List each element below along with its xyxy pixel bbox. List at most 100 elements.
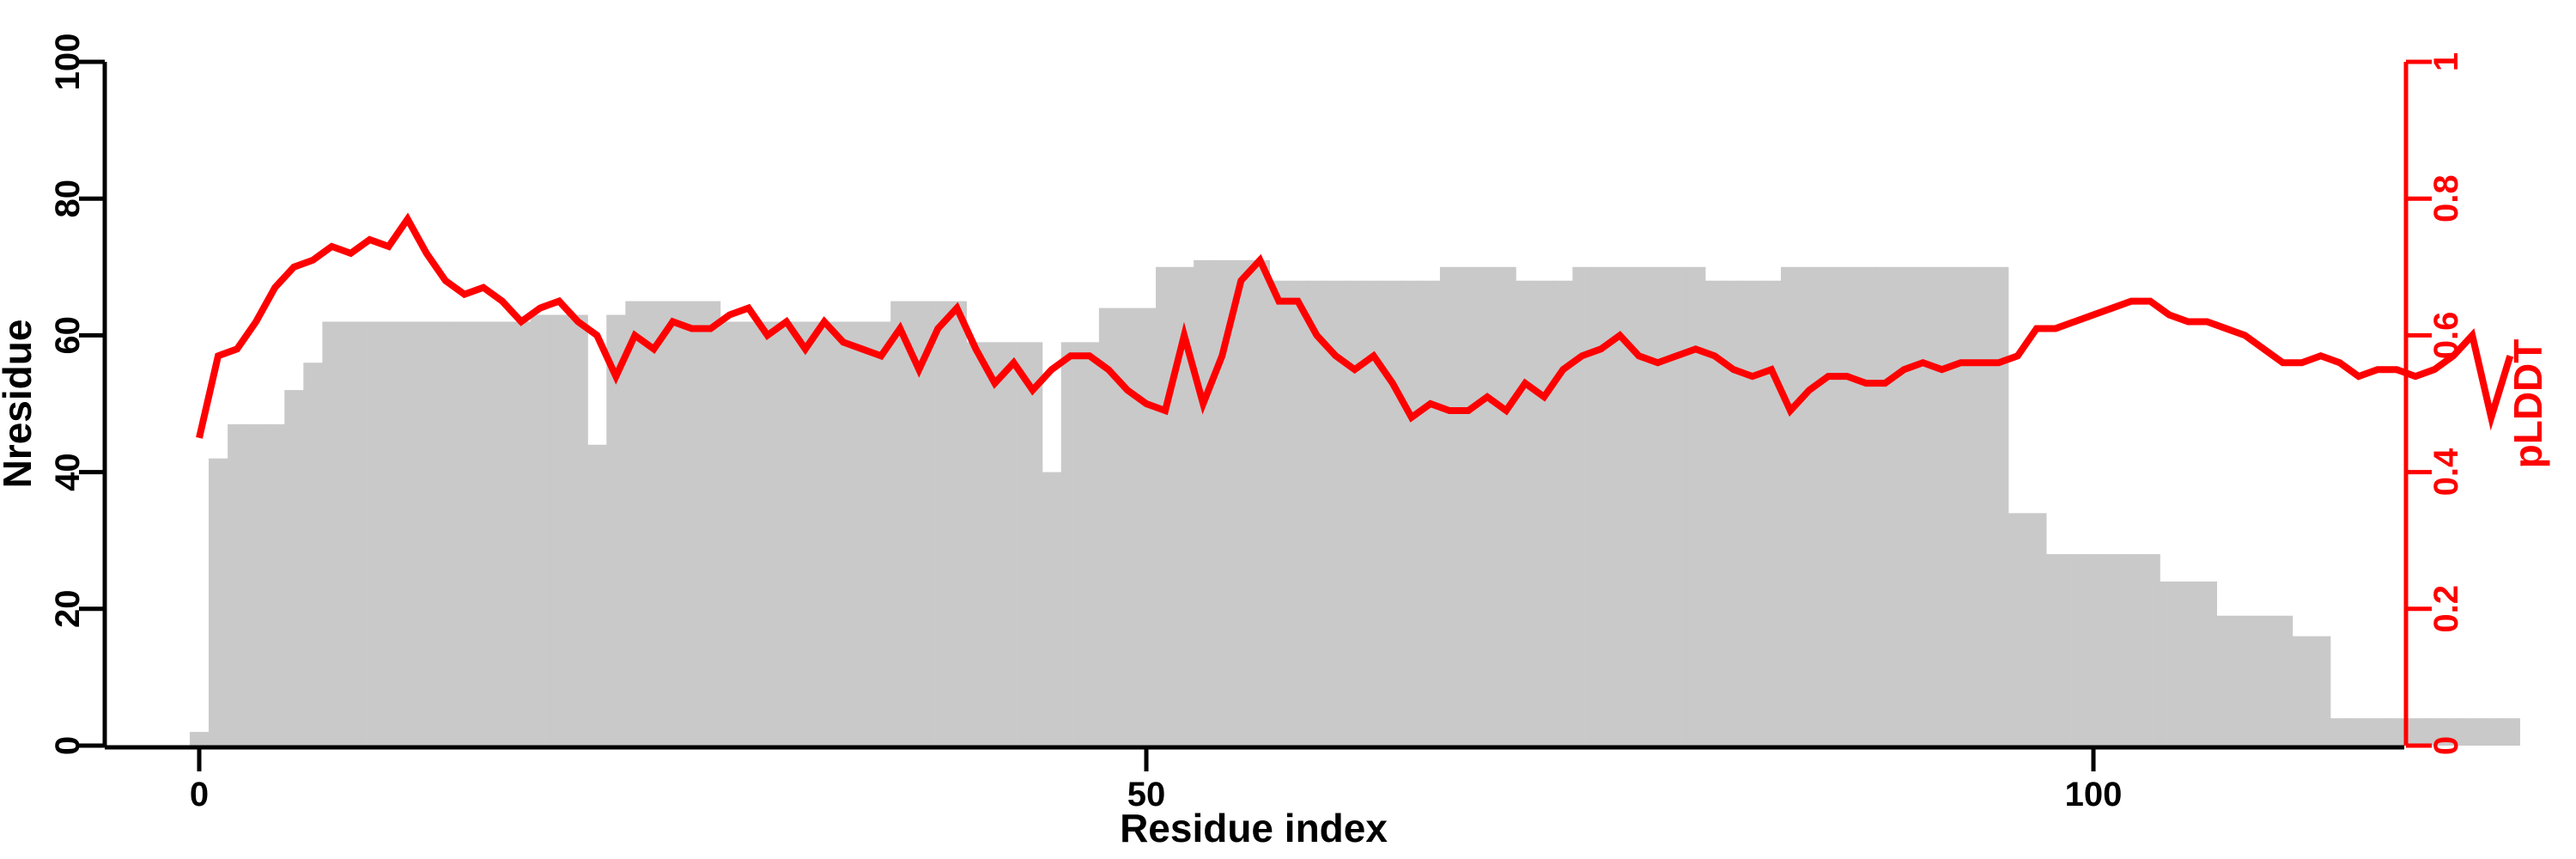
bar <box>2160 581 2179 746</box>
bar <box>1686 266 1706 746</box>
bar <box>1023 342 1043 746</box>
bar <box>2500 718 2520 746</box>
bar <box>2045 554 2066 746</box>
bar <box>2292 636 2312 746</box>
bar <box>1364 280 1384 746</box>
y-tick-label: 80 <box>49 180 87 218</box>
bar <box>1723 280 1744 746</box>
bar <box>1439 266 1460 746</box>
bar <box>341 321 361 746</box>
bar <box>1704 280 1725 746</box>
bar <box>890 301 910 746</box>
y-tick-label: 60 <box>49 316 87 355</box>
bar <box>2254 615 2275 746</box>
bar <box>909 301 929 746</box>
bar <box>1117 308 1138 746</box>
bar <box>606 314 626 746</box>
bar <box>2141 554 2160 746</box>
bar <box>1478 266 1498 746</box>
bar <box>2482 718 2501 746</box>
bar <box>1098 308 1119 746</box>
bar <box>985 342 1005 746</box>
bar <box>1516 280 1535 746</box>
bar <box>1667 266 1687 746</box>
bar <box>1382 280 1403 746</box>
bar <box>2178 581 2198 746</box>
bar <box>2367 718 2388 746</box>
bar <box>2216 615 2237 746</box>
y-tick-label: 100 <box>49 34 87 91</box>
bar <box>1194 259 1213 746</box>
y2-tick-label: 1 <box>2427 52 2465 71</box>
bar <box>1951 266 1971 746</box>
bar <box>795 321 816 746</box>
bar <box>1288 280 1309 746</box>
bar <box>1856 266 1876 746</box>
bar <box>757 321 778 746</box>
bar <box>1401 280 1422 746</box>
nresidue-bars <box>189 259 2520 746</box>
bar <box>853 321 872 746</box>
bar <box>2122 554 2142 746</box>
bar <box>1079 342 1100 746</box>
bar <box>1629 266 1649 746</box>
bar <box>1838 266 1857 746</box>
bar <box>379 321 399 746</box>
bar <box>416 321 437 746</box>
y-tick-label: 0 <box>49 736 87 755</box>
bar <box>928 301 948 746</box>
bar <box>2386 718 2407 746</box>
bar <box>1970 266 1990 746</box>
x-axis-title: Residue index <box>1120 806 1388 850</box>
bar <box>2064 554 2085 746</box>
bar <box>2463 718 2482 746</box>
bar <box>284 390 304 746</box>
bar <box>1231 259 1251 746</box>
bar <box>550 314 569 746</box>
bar <box>189 732 210 746</box>
bar <box>1591 266 1612 746</box>
bar <box>701 301 721 746</box>
bar <box>1553 280 1573 746</box>
bar <box>2330 718 2350 746</box>
bar <box>1875 266 1895 746</box>
x-axis-tick-labels: 0 50 100 <box>190 776 2123 813</box>
right-y-axis-tick-labels: 0 0.2 0.4 0.6 0.8 1 <box>2427 52 2465 755</box>
bar <box>2083 554 2104 746</box>
bar <box>2235 615 2256 746</box>
bar <box>1989 266 2009 746</box>
bar <box>2197 581 2217 746</box>
bar <box>966 342 987 746</box>
bar <box>511 321 532 746</box>
bar <box>322 321 343 746</box>
left-y-axis-ticks <box>79 59 105 748</box>
bar <box>246 423 266 746</box>
bar <box>1060 342 1081 746</box>
bar <box>398 321 418 746</box>
bar <box>872 321 891 746</box>
bar <box>265 423 285 746</box>
bar <box>1781 266 1801 746</box>
bar <box>1136 308 1157 746</box>
bar <box>1212 259 1232 746</box>
bar <box>1572 266 1593 746</box>
bar <box>2348 718 2369 746</box>
bar <box>1497 266 1516 746</box>
bar <box>360 321 380 746</box>
bar <box>209 458 228 746</box>
y2-tick-label: 0.8 <box>2427 174 2465 222</box>
bar <box>1610 266 1631 746</box>
bar <box>1326 280 1346 746</box>
bar <box>1932 266 1953 746</box>
bar <box>1042 472 1062 746</box>
bar <box>1458 266 1479 746</box>
bar <box>2405 718 2426 746</box>
y2-tick-label: 0 <box>2427 736 2465 755</box>
bar <box>303 362 323 746</box>
bar <box>2444 718 2464 746</box>
bar <box>1307 280 1327 746</box>
bar <box>1648 266 1668 746</box>
bar <box>1250 259 1270 746</box>
bar <box>587 444 607 746</box>
bar <box>2008 513 2028 746</box>
